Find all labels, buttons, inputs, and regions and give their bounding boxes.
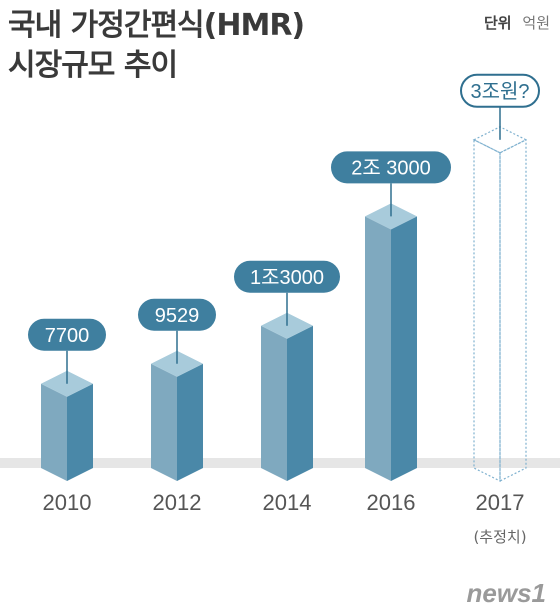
bar-2016 — [365, 203, 417, 481]
bar-2014 — [261, 312, 313, 481]
chart-title-line-1: 국내 가정간편식(HMR) — [8, 8, 305, 43]
bar-top-face — [472, 126, 528, 154]
bar-side-face — [67, 383, 93, 481]
data-label-pill — [460, 73, 540, 108]
chart-title-line-2: 시장규모 추이 — [8, 48, 178, 83]
unit-note: 단위 억원 — [484, 12, 550, 33]
chart-title: 국내 가정간편식(HMR) 시장규모 추이 — [8, 6, 305, 86]
data-label: 7700 — [45, 325, 90, 347]
data-label: 1조3000 — [250, 267, 324, 289]
bar-front-face — [473, 138, 501, 482]
unit-label: 단위 — [484, 14, 512, 32]
bar-front-face — [41, 383, 67, 481]
bar-front-face — [151, 363, 177, 481]
bar-front-face — [261, 325, 287, 481]
bar-2017 — [472, 126, 528, 482]
bar-side-face — [391, 216, 417, 481]
unit-value: 억원 — [522, 14, 550, 32]
bar-side-face — [499, 138, 527, 482]
bar-front-face — [365, 216, 391, 481]
data-label: 2조 3000 — [351, 157, 431, 179]
bar-side-face — [287, 325, 313, 481]
bar-2012 — [151, 350, 203, 481]
data-label-pill — [234, 260, 340, 293]
data-label-pill — [28, 318, 106, 351]
bar-side-face — [177, 363, 203, 481]
x-tick-label: 2014 — [262, 490, 312, 515]
bar-2010 — [41, 370, 93, 481]
data-label-pill — [138, 298, 216, 331]
x-tick-label: 2017 — [475, 490, 525, 515]
news1-logo: news1 — [466, 578, 547, 608]
x-tick-sublabel: (추정치) — [473, 528, 527, 546]
x-tick-label: 2016 — [366, 490, 416, 515]
x-tick-label: 2012 — [152, 490, 202, 515]
data-label: 9529 — [155, 305, 200, 327]
x-tick-label: 2010 — [42, 490, 92, 515]
data-label: 3조원? — [470, 80, 529, 103]
data-label-pill — [331, 151, 451, 184]
